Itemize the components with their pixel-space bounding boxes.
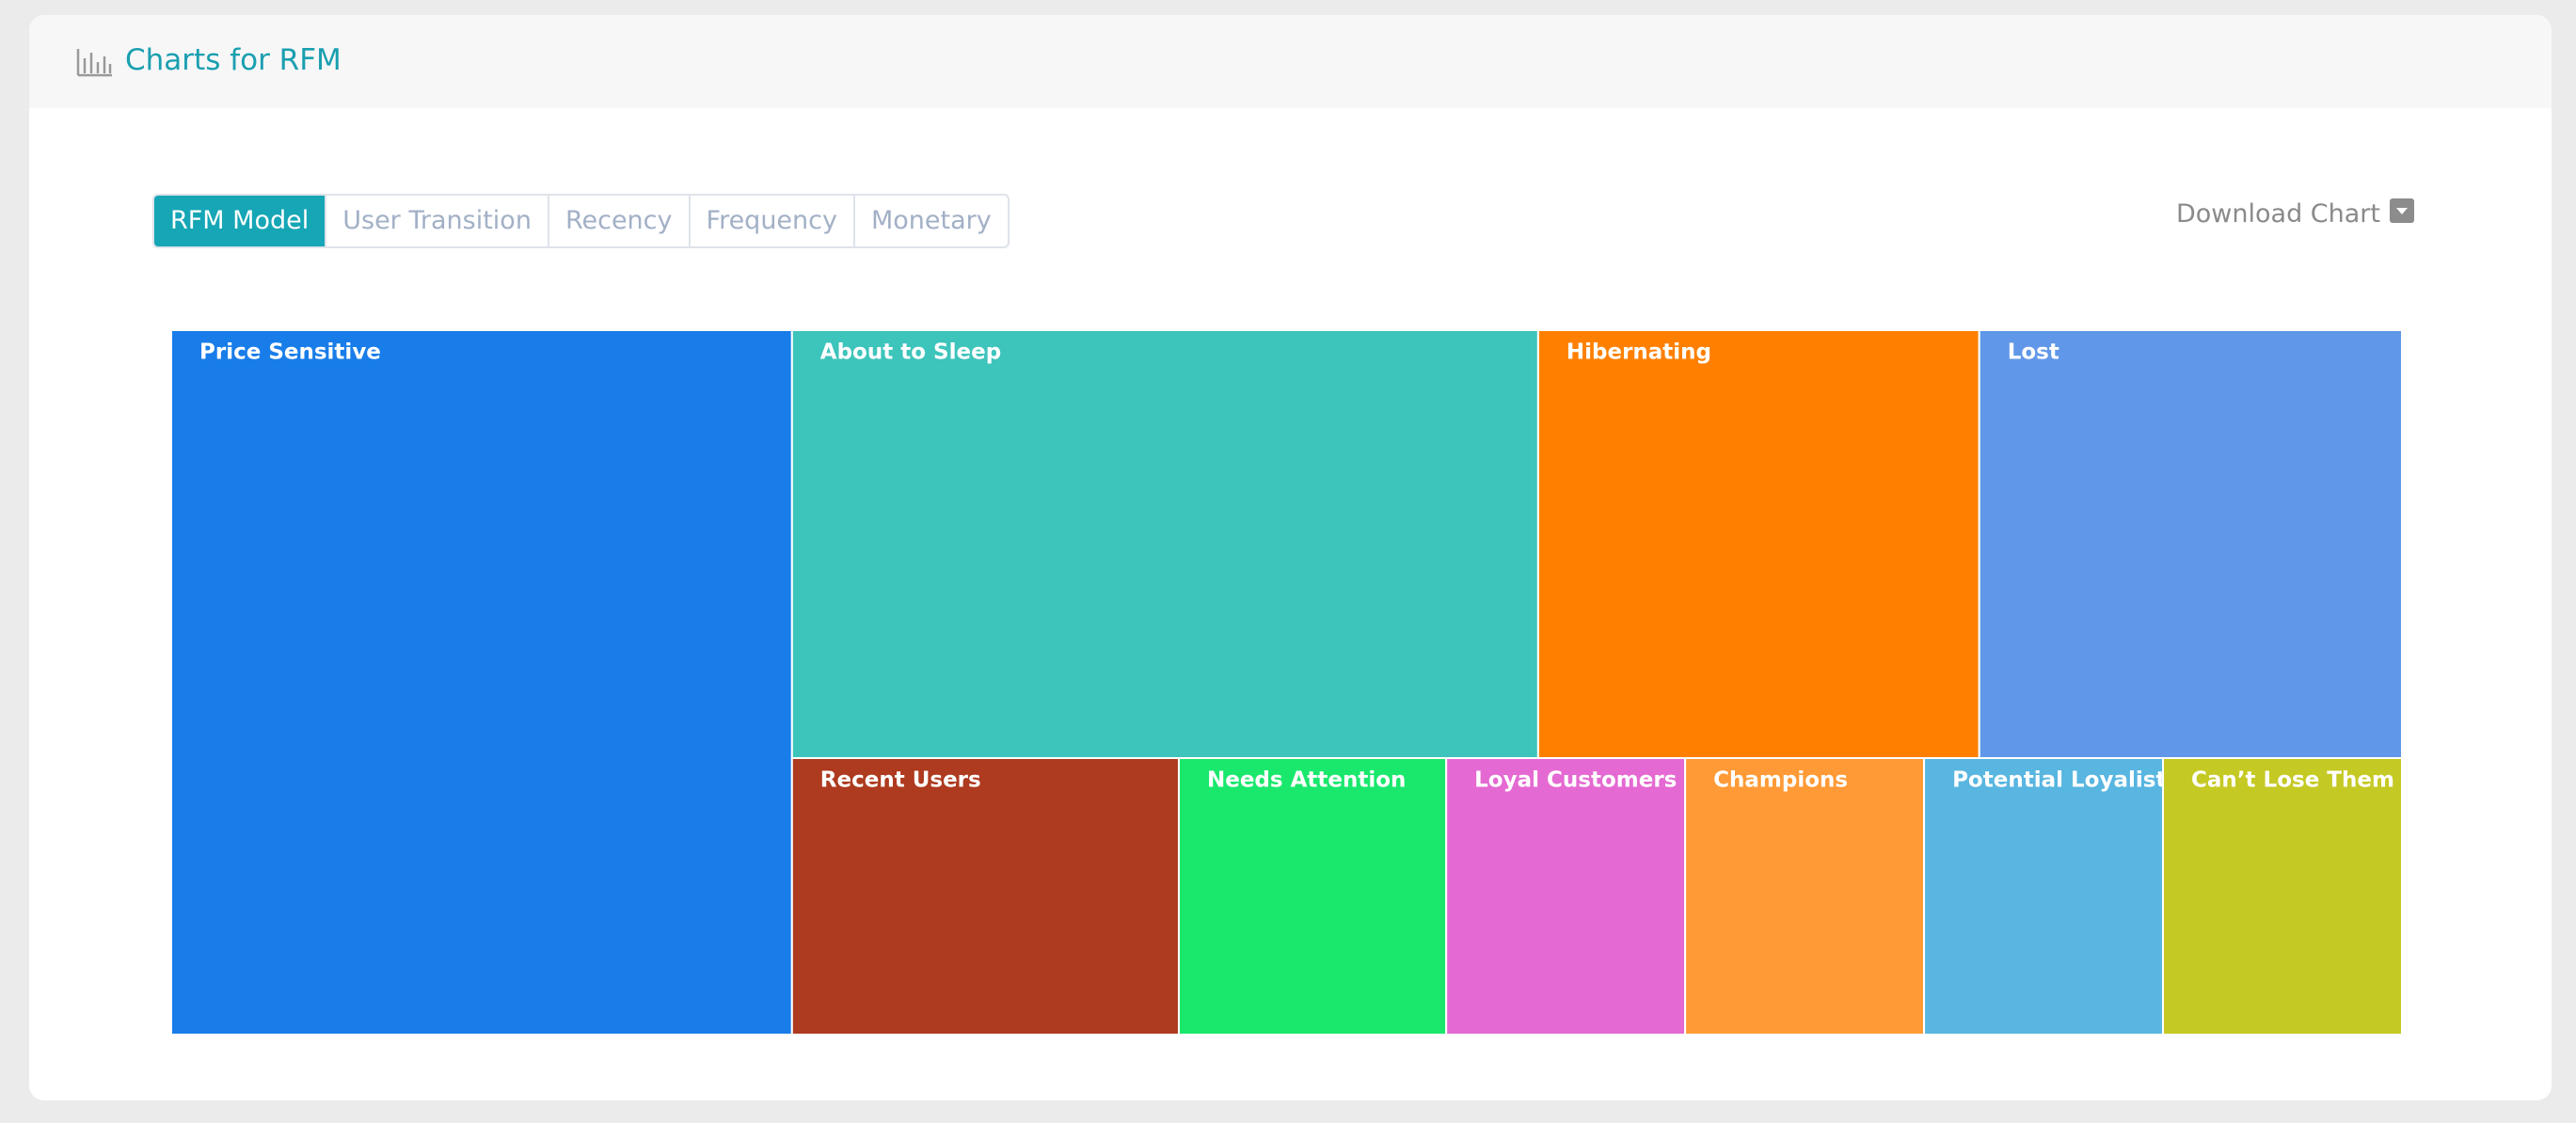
tab[interactable]: RFM Model [154, 196, 326, 246]
header-title: Charts for RFM [125, 43, 342, 77]
cell-label: Loyal Customers [1474, 768, 1677, 793]
tab[interactable]: User Transition [325, 196, 548, 246]
treemap-cell [790, 329, 1539, 760]
treemap-cell [790, 757, 1180, 1036]
header: Charts for RFM [29, 15, 2552, 108]
cell-label: Can’t Lose Them [2191, 768, 2394, 793]
cell-label: Recent Users [820, 768, 981, 793]
tab[interactable]: Recency [547, 196, 689, 246]
cell-label: Hibernating [1566, 340, 1711, 365]
download-chart[interactable]: Download Chart [2176, 199, 2380, 229]
download-icon[interactable] [2390, 198, 2414, 223]
cell-label: Potential Loyalist [1952, 768, 2166, 793]
treemap: Price Sensitive About to Sleep Hibernating… [170, 329, 2404, 1036]
chart-icon [76, 49, 112, 77]
treemap-cell [1923, 757, 2165, 1036]
treemap-cell [1536, 329, 1980, 760]
treemap-cell [170, 329, 793, 1036]
cell-label: About to Sleep [820, 340, 1001, 365]
cell-label: Price Sensitive [199, 340, 381, 365]
treemap-cell [1978, 329, 2403, 760]
cell-label: Champions [1713, 768, 1848, 793]
treemap-cell [1445, 757, 1687, 1036]
treemap-cell [1177, 757, 1448, 1036]
tab-bar: RFM Model User Transition Recency Frequency… [152, 194, 1010, 248]
tab[interactable]: Frequency [688, 196, 853, 246]
treemap-cell [1684, 757, 1926, 1036]
cell-label: Needs Attention [1207, 768, 1406, 793]
tab[interactable]: Monetary [852, 196, 1008, 246]
treemap-cell [2162, 757, 2404, 1036]
cell-label: Lost [2008, 340, 2059, 365]
card: Charts for RFM RFM Model User Transition R… [29, 15, 2552, 1100]
